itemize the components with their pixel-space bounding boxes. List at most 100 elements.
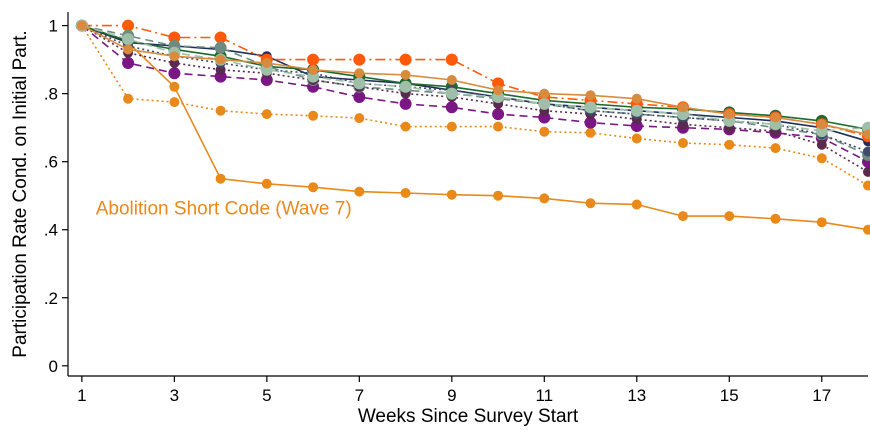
data-point: [539, 193, 550, 204]
data-point: [584, 101, 597, 114]
data-point: [123, 44, 134, 55]
data-point: [630, 104, 643, 117]
data-point: [446, 121, 457, 132]
data-point: [214, 31, 227, 44]
data-point: [631, 133, 642, 144]
data-point: [492, 108, 505, 121]
x-tick-label: 3: [170, 386, 179, 405]
data-point: [584, 116, 597, 129]
data-point: [770, 112, 781, 123]
data-point: [76, 20, 87, 31]
data-point: [399, 80, 412, 93]
series-line: [81, 24, 869, 136]
data-point: [445, 53, 458, 66]
x-ticks: 1 3 5 7 9 11 13 15 17: [77, 376, 831, 405]
data-point: [446, 189, 457, 200]
data-point: [307, 53, 320, 66]
data-point: [539, 88, 550, 99]
data-point: [678, 138, 688, 148]
data-point: [400, 69, 411, 80]
data-point: [678, 102, 688, 113]
data-point: [123, 93, 134, 104]
data-point: [863, 166, 870, 177]
data-point: [585, 127, 596, 138]
data-point: [122, 57, 135, 69]
data-point: [122, 33, 135, 46]
series-line: [81, 24, 869, 231]
data-point: [354, 186, 365, 197]
series-layer: [75, 19, 870, 235]
data-point: [168, 67, 181, 80]
data-point: [446, 75, 457, 85]
data-point: [631, 199, 642, 210]
data-point: [863, 129, 870, 140]
data-point: [215, 173, 226, 184]
series-line: [81, 24, 869, 163]
y-tick-label: .8: [44, 85, 58, 104]
data-point: [493, 190, 504, 201]
data-point: [816, 217, 827, 228]
data-point: [354, 68, 365, 79]
y-tick-label: 0: [49, 357, 58, 376]
data-point: [770, 143, 781, 154]
data-point: [678, 211, 688, 222]
data-point: [863, 180, 870, 191]
y-ticks: 0 .2 .4 .6 .8 1: [44, 17, 68, 376]
y-axis-title: Participation Rate Cond. on Initial Part…: [10, 30, 31, 357]
series-4: [76, 20, 870, 147]
data-point: [585, 90, 596, 101]
series-line: [81, 24, 869, 153]
data-point: [400, 121, 411, 132]
series-8: [76, 20, 870, 177]
x-tick-label: 1: [77, 386, 86, 405]
data-point: [538, 97, 551, 110]
series-1: [76, 20, 870, 235]
data-point: [261, 178, 272, 189]
data-point: [399, 53, 412, 66]
data-point: [539, 126, 550, 137]
data-point: [169, 51, 180, 62]
data-point: [353, 77, 366, 90]
data-point: [215, 105, 226, 116]
x-tick-label: 7: [355, 386, 364, 405]
series-line: [81, 25, 869, 187]
data-point: [445, 87, 458, 100]
x-tick-label: 11: [535, 386, 553, 405]
data-point: [863, 146, 870, 157]
axes: [67, 12, 868, 377]
data-point: [770, 213, 781, 224]
series-line: [81, 24, 869, 137]
series-11: [76, 20, 870, 140]
data-point: [215, 54, 226, 65]
series-line: [81, 24, 869, 131]
data-point: [816, 139, 827, 150]
y-tick-label: 1: [49, 17, 58, 36]
data-point: [863, 224, 870, 235]
data-point: [631, 93, 642, 104]
series-9: [76, 20, 870, 157]
data-point: [399, 97, 412, 110]
data-point: [493, 85, 504, 96]
data-point: [214, 41, 227, 54]
x-tick-label: 5: [262, 386, 271, 405]
data-point: [169, 97, 180, 108]
data-point: [261, 58, 272, 68]
x-tick-label: 15: [720, 386, 739, 405]
data-point: [169, 81, 180, 92]
data-point: [122, 19, 135, 32]
y-tick-label: .2: [44, 289, 58, 308]
x-axis-title: Weeks Since Survey Start: [358, 406, 579, 427]
x-tick-label: 13: [627, 386, 646, 405]
data-point: [308, 110, 319, 121]
data-point: [354, 113, 365, 124]
data-point: [816, 153, 827, 164]
data-point: [724, 139, 735, 150]
x-tick-label: 9: [447, 386, 456, 405]
data-point: [308, 182, 319, 193]
data-point: [724, 109, 735, 120]
data-point: [724, 211, 735, 222]
y-tick-label: .4: [44, 221, 58, 240]
y-tick-label: .6: [44, 153, 58, 172]
data-point: [168, 31, 181, 44]
